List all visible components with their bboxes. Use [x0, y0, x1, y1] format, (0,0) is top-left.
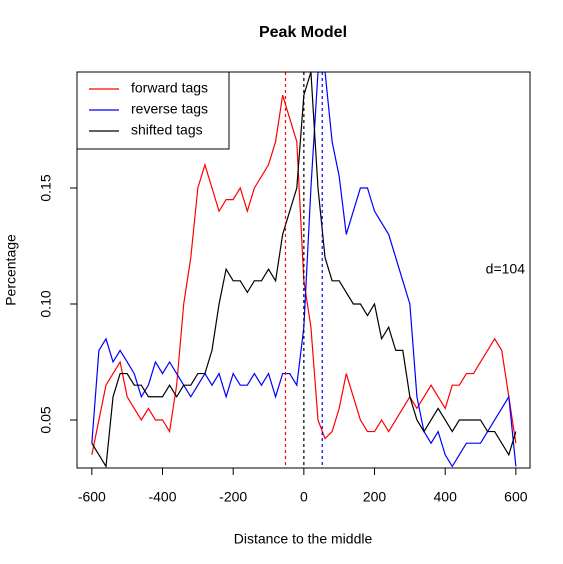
plot-box — [76, 71, 531, 469]
y-axis-label: Percentage — [3, 234, 19, 306]
y-tick-label: 0.10 — [38, 290, 54, 317]
x-tick-label: 200 — [363, 489, 387, 505]
legend-label: shifted tags — [131, 122, 203, 138]
x-axis-label: Distance to the middle — [234, 531, 373, 547]
x-tick-label: 400 — [434, 489, 458, 505]
annotation: d=104 — [486, 261, 526, 277]
series-line — [91, 95, 517, 455]
series-line — [91, 72, 517, 468]
y-tick-label: 0.05 — [38, 406, 54, 433]
x-tick-label: 0 — [300, 489, 308, 505]
plot-lines — [91, 72, 517, 468]
x-tick-label: -200 — [219, 489, 247, 505]
x-tick-label: 600 — [504, 489, 528, 505]
legend: forward tags reverse tags shifted tags — [76, 71, 230, 150]
legend-label: reverse tags — [131, 101, 208, 117]
y-tick-label: 0.15 — [38, 174, 54, 201]
series-line — [91, 72, 517, 468]
x-tick-label: -400 — [148, 489, 176, 505]
legend-label: forward tags — [131, 80, 208, 96]
chart-title: Peak Model — [259, 24, 347, 41]
x-tick-label: -600 — [78, 489, 106, 505]
